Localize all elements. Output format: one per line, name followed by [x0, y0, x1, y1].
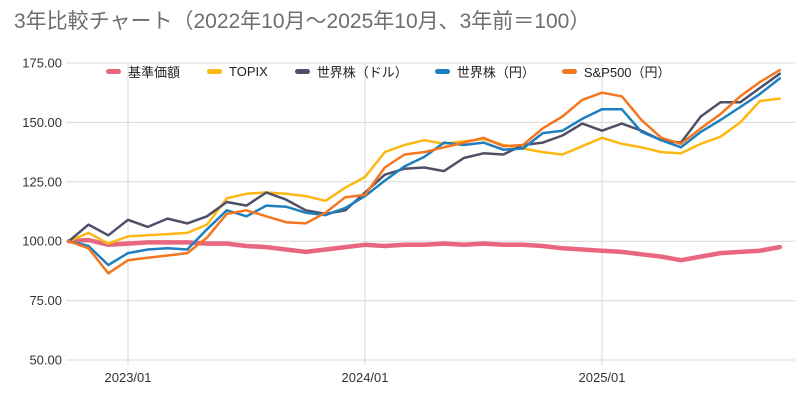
x-axis-tick-label: 2025/01: [579, 370, 626, 385]
legend-item-world-usd[interactable]: 世界株（ドル）: [294, 62, 408, 81]
legend-item-base-nav[interactable]: 基準価額: [106, 62, 180, 81]
legend-swatch-topix: [207, 68, 223, 74]
series-line-base-nav: [66, 237, 783, 263]
legend-label-topix: TOPIX: [229, 63, 268, 79]
legend-swatch-sp500-jpy: [561, 68, 577, 74]
x-axis-tick-label: 2024/01: [342, 370, 389, 385]
y-axis-tick-label: 125.00: [22, 174, 62, 189]
y-axis-tick-label: 175.00: [22, 56, 62, 71]
legend-swatch-base-nav: [106, 68, 121, 74]
x-axis-tick-label: 2023/01: [105, 370, 152, 385]
legend-item-world-jpy[interactable]: 世界株（円）: [434, 62, 535, 81]
y-axis-tick-label: 75.00: [29, 293, 62, 308]
legend-item-topix[interactable]: TOPIX: [207, 64, 268, 79]
chart-legend: 基準価額 TOPIX 世界株（ドル） 世界株（円） S&P500（円）: [106, 62, 671, 81]
y-axis-tick-label: 100.00: [22, 234, 62, 249]
chart-title: 3年比較チャート（2022年10月～2025年10月、3年前＝100）: [14, 10, 591, 33]
legend-label-world-usd: 世界株（ドル）: [316, 64, 408, 80]
legend-label-world-jpy: 世界株（円）: [456, 64, 535, 80]
legend-label-sp500-jpy: S&P500（円）: [583, 64, 671, 80]
series-line-topix: [67, 97, 782, 245]
y-axis-tick-label: 50.00: [29, 353, 62, 368]
legend-item-sp500-jpy[interactable]: S&P500（円）: [561, 62, 671, 81]
series-line-sp500-jpy: [67, 68, 782, 275]
legend-label-base-nav: 基準価額: [128, 64, 181, 80]
legend-swatch-world-jpy: [434, 68, 450, 74]
series-line-world-jpy: [67, 77, 782, 267]
y-axis-tick-label: 150.00: [22, 115, 62, 130]
legend-swatch-world-usd: [294, 68, 310, 74]
